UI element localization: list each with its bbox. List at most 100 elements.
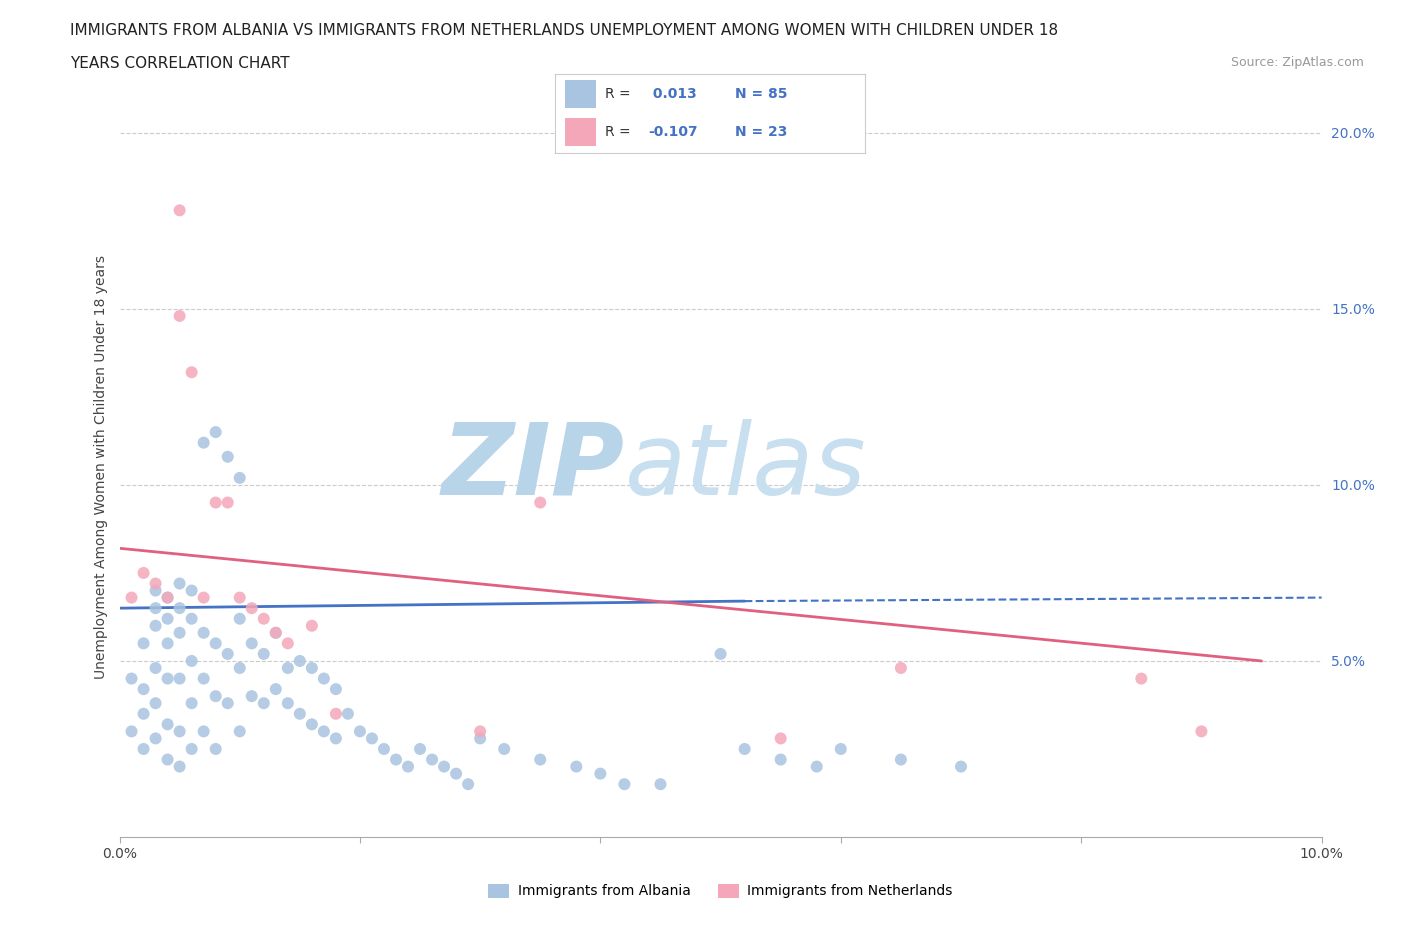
Point	[650, 777, 672, 791]
Point	[277, 696, 299, 711]
Text: N = 85: N = 85	[735, 86, 787, 100]
Point	[169, 576, 191, 591]
Point	[240, 636, 263, 651]
Point	[193, 625, 215, 640]
Point	[769, 731, 792, 746]
Point	[121, 724, 143, 738]
Point	[228, 724, 252, 738]
Point	[301, 717, 323, 732]
Point	[132, 707, 155, 722]
Point	[169, 601, 191, 616]
Point	[529, 495, 551, 510]
Point	[709, 646, 731, 661]
Point	[145, 660, 167, 675]
Point	[325, 707, 347, 722]
Point	[169, 724, 191, 738]
Point	[169, 759, 191, 774]
Point	[830, 741, 852, 756]
Point	[589, 766, 612, 781]
Text: N = 23: N = 23	[735, 125, 787, 139]
Point	[264, 682, 287, 697]
Point	[240, 689, 263, 704]
Point	[156, 717, 179, 732]
Y-axis label: Unemployment Among Women with Children Under 18 years: Unemployment Among Women with Children U…	[94, 256, 108, 679]
Point	[228, 471, 252, 485]
Text: Source: ZipAtlas.com: Source: ZipAtlas.com	[1230, 56, 1364, 69]
Point	[433, 759, 456, 774]
Point	[132, 741, 155, 756]
Point	[468, 731, 492, 746]
Point	[121, 671, 143, 686]
Legend: Immigrants from Albania, Immigrants from Netherlands: Immigrants from Albania, Immigrants from…	[482, 878, 959, 904]
Point	[193, 591, 215, 605]
Point	[180, 654, 202, 669]
Point	[217, 696, 239, 711]
Point	[169, 309, 191, 324]
Point	[253, 611, 276, 626]
Point	[890, 752, 912, 767]
Point	[132, 565, 155, 580]
Point	[132, 636, 155, 651]
Point	[217, 495, 239, 510]
Text: -0.107: -0.107	[648, 125, 697, 139]
Point	[264, 625, 287, 640]
Point	[734, 741, 756, 756]
Point	[288, 707, 311, 722]
Point	[145, 576, 167, 591]
Point	[217, 449, 239, 464]
Text: 0.013: 0.013	[648, 86, 697, 100]
Point	[950, 759, 973, 774]
Point	[217, 646, 239, 661]
Point	[806, 759, 828, 774]
Point	[373, 741, 395, 756]
Point	[156, 671, 179, 686]
Point	[180, 611, 202, 626]
Point	[156, 591, 179, 605]
Point	[444, 766, 467, 781]
Point	[145, 583, 167, 598]
Point	[180, 365, 202, 379]
Point	[529, 752, 551, 767]
Point	[204, 495, 226, 510]
Point	[457, 777, 479, 791]
Point	[156, 752, 179, 767]
Point	[396, 759, 419, 774]
Point	[769, 752, 792, 767]
Point	[169, 625, 191, 640]
Point	[193, 724, 215, 738]
Point	[169, 671, 191, 686]
Point	[890, 660, 912, 675]
Text: YEARS CORRELATION CHART: YEARS CORRELATION CHART	[70, 56, 290, 71]
Point	[312, 724, 335, 738]
Point	[169, 203, 191, 218]
Point	[204, 636, 226, 651]
Point	[180, 696, 202, 711]
Point	[156, 591, 179, 605]
Point	[277, 660, 299, 675]
Point	[468, 724, 492, 738]
Point	[132, 682, 155, 697]
Point	[264, 625, 287, 640]
Point	[349, 724, 371, 738]
Text: R =: R =	[605, 86, 636, 100]
Point	[193, 671, 215, 686]
Point	[1189, 724, 1212, 738]
Text: ZIP: ZIP	[441, 418, 624, 516]
Point	[385, 752, 408, 767]
Point	[180, 583, 202, 598]
Point	[336, 707, 359, 722]
Point	[156, 636, 179, 651]
Point	[145, 601, 167, 616]
Point	[253, 696, 276, 711]
Point	[204, 689, 226, 704]
Point	[228, 611, 252, 626]
Point	[204, 741, 226, 756]
Point	[145, 696, 167, 711]
Point	[613, 777, 636, 791]
Point	[1130, 671, 1153, 686]
Point	[253, 646, 276, 661]
Point	[145, 618, 167, 633]
Point	[312, 671, 335, 686]
Point	[145, 731, 167, 746]
Text: atlas: atlas	[624, 418, 866, 516]
